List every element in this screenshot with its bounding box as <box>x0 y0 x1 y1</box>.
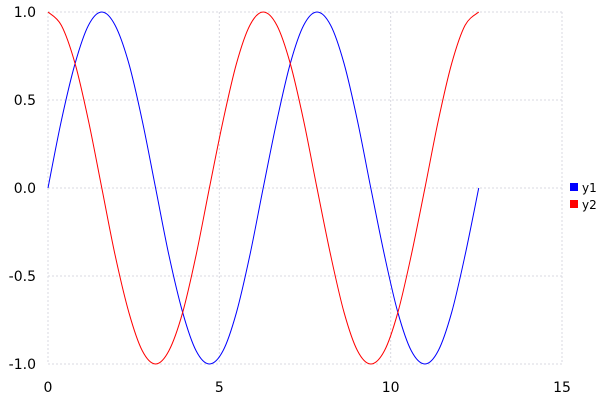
series-line-y2 <box>47 11 480 365</box>
legend-label-y2: y2 <box>582 198 597 212</box>
series-lines <box>47 11 480 365</box>
grid <box>47 11 563 365</box>
x-tick-label: 5 <box>215 380 224 396</box>
y-tick-label: 0.5 <box>14 93 36 109</box>
y-axis: 1.0 0.5 0.0 -0.5 -1.0 <box>9 5 36 373</box>
series-line-y1 <box>47 11 480 365</box>
legend-swatch-y2 <box>570 200 578 208</box>
y-tick-label: 0.0 <box>14 181 36 197</box>
y-tick-label: -1.0 <box>9 357 36 373</box>
x-tick-label: 0 <box>44 380 53 396</box>
x-tick-label: 10 <box>382 380 400 396</box>
x-axis: 0 5 10 15 <box>44 380 571 396</box>
legend-swatch-y1 <box>570 183 578 191</box>
y-tick-label: 1.0 <box>14 5 36 21</box>
y-tick-label: -0.5 <box>9 269 36 285</box>
legend-label-y1: y1 <box>582 181 597 195</box>
x-tick-label: 15 <box>553 380 571 396</box>
